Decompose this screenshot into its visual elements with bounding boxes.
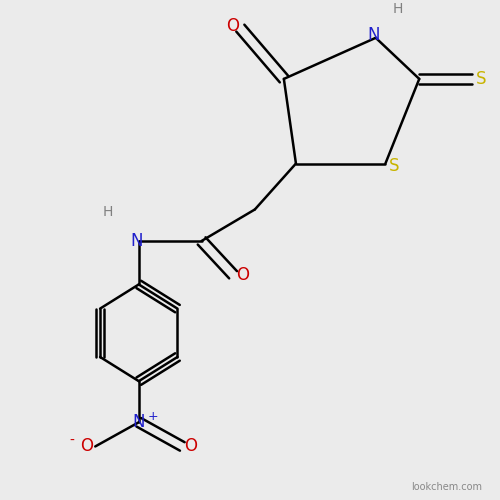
Text: N: N: [132, 414, 145, 432]
Text: +: +: [148, 410, 158, 423]
Text: S: S: [476, 70, 486, 88]
Text: O: O: [226, 16, 239, 34]
Text: N: N: [367, 26, 380, 44]
Text: O: O: [184, 438, 198, 456]
Text: O: O: [236, 266, 249, 284]
Text: lookchem.com: lookchem.com: [411, 482, 482, 492]
Text: -: -: [70, 434, 74, 448]
Text: S: S: [389, 157, 400, 175]
Text: H: H: [392, 2, 402, 16]
Text: N: N: [130, 232, 142, 250]
Text: O: O: [80, 438, 93, 456]
Text: H: H: [102, 205, 113, 219]
